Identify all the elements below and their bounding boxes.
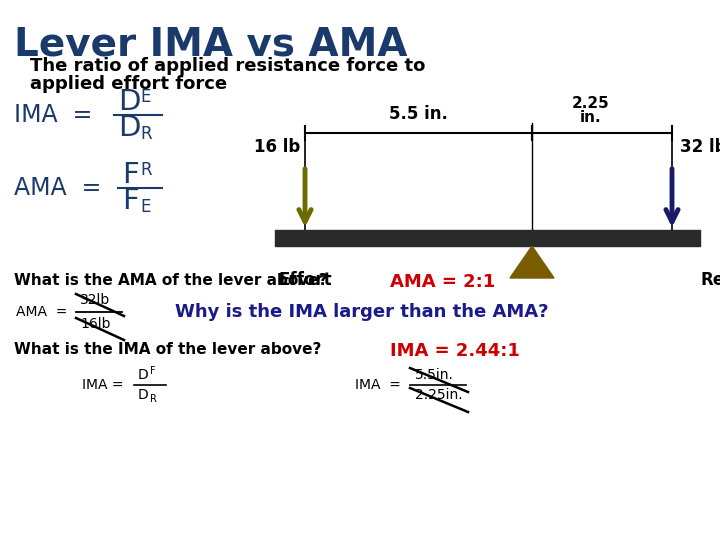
Text: E: E	[140, 198, 150, 216]
Text: AMA  =: AMA =	[16, 305, 68, 319]
Text: Lever IMA vs AMA: Lever IMA vs AMA	[14, 25, 408, 63]
Text: D: D	[118, 88, 140, 116]
Text: IMA =: IMA =	[82, 378, 124, 392]
Text: The ratio of applied resistance force to: The ratio of applied resistance force to	[30, 57, 426, 75]
Text: AMA = 2:1: AMA = 2:1	[390, 273, 495, 291]
Text: 2.25in.: 2.25in.	[415, 388, 463, 402]
Text: applied effort force: applied effort force	[30, 75, 227, 93]
Text: R: R	[140, 125, 152, 143]
Text: Effort: Effort	[278, 271, 332, 289]
Polygon shape	[510, 246, 554, 278]
Text: F: F	[122, 161, 139, 189]
Text: R: R	[150, 394, 157, 404]
Bar	[275, 230, 700, 246]
Text: Resistance: Resistance	[700, 271, 720, 289]
Text: 2.25
in.: 2.25 in.	[572, 96, 610, 125]
Text: F: F	[150, 366, 156, 376]
Text: D: D	[118, 114, 140, 142]
Text: Why is the IMA larger than the AMA?: Why is the IMA larger than the AMA?	[175, 303, 549, 321]
Text: 5.5 in.: 5.5 in.	[389, 105, 448, 123]
Text: IMA = 2.44:1: IMA = 2.44:1	[390, 342, 520, 360]
Text: E: E	[140, 88, 150, 106]
Text: 16lb: 16lb	[80, 317, 110, 331]
Text: What is the AMA of the lever above?: What is the AMA of the lever above?	[14, 273, 328, 288]
Text: 5.5in.: 5.5in.	[415, 368, 454, 382]
Text: 32 lb: 32 lb	[680, 138, 720, 156]
Text: F: F	[122, 187, 139, 215]
Text: AMA  =: AMA =	[14, 176, 102, 200]
Text: D: D	[138, 388, 149, 402]
Text: What is the IMA of the lever above?: What is the IMA of the lever above?	[14, 342, 321, 357]
Text: 16 lb: 16 lb	[253, 138, 300, 156]
Text: R: R	[140, 161, 152, 179]
Text: IMA  =: IMA =	[14, 103, 92, 127]
Text: 32lb: 32lb	[80, 293, 110, 307]
Text: IMA  =: IMA =	[355, 378, 401, 392]
Text: D: D	[138, 368, 149, 382]
